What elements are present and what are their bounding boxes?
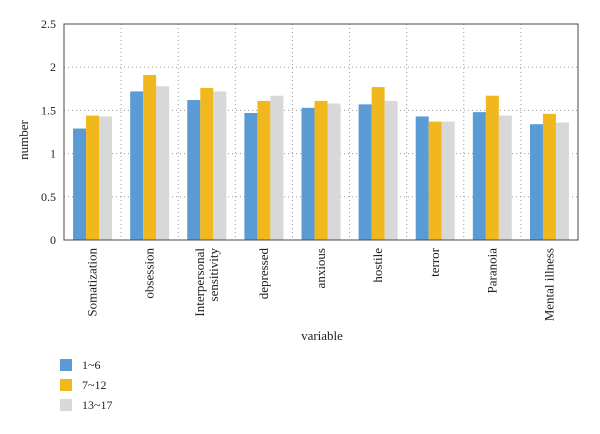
bar bbox=[441, 121, 455, 240]
y-tick-label: 1 bbox=[50, 147, 56, 161]
bar bbox=[143, 74, 157, 240]
bar bbox=[156, 86, 170, 240]
bar bbox=[200, 87, 214, 240]
y-axis-label: number bbox=[16, 119, 31, 159]
bar bbox=[384, 100, 398, 240]
legend-label: 1~6 bbox=[82, 357, 101, 372]
x-tick-label: Somatization bbox=[85, 248, 100, 317]
axis-layer: 0 0.5 1 1.5 2 2.5 Somatization obsession Interpe… bbox=[41, 17, 579, 321]
x-tick-label: anxious bbox=[313, 248, 328, 288]
x-tick-label: terror bbox=[427, 247, 442, 277]
x-tick-label: obsession bbox=[142, 248, 157, 299]
bar bbox=[270, 95, 284, 240]
x-tick-label: Paranoia bbox=[484, 248, 499, 294]
legend-swatch bbox=[60, 359, 72, 371]
legend-item: 1~6 bbox=[60, 355, 113, 375]
bar bbox=[529, 124, 543, 240]
bar bbox=[130, 91, 144, 240]
x-tick-label: Interpersonal bbox=[192, 248, 207, 317]
bar bbox=[244, 112, 258, 240]
x-tick-label: Mental illness bbox=[541, 248, 556, 321]
legend-label: 13~17 bbox=[82, 397, 113, 412]
chart-legend: 1~6 7~12 13~17 bbox=[60, 355, 113, 415]
legend-swatch bbox=[60, 379, 72, 391]
bar bbox=[187, 100, 201, 240]
bar bbox=[86, 115, 100, 240]
bar bbox=[314, 100, 328, 240]
bar bbox=[73, 128, 87, 240]
plot-frame bbox=[63, 23, 579, 241]
bar bbox=[555, 122, 569, 240]
bar bbox=[498, 115, 512, 240]
x-tick-label: sensitivity bbox=[206, 248, 221, 302]
x-tick-label: depressed bbox=[256, 248, 271, 300]
y-tick-label: 2.5 bbox=[41, 17, 56, 31]
bar bbox=[257, 100, 271, 240]
bar bbox=[485, 95, 499, 240]
bar bbox=[327, 103, 341, 240]
bar bbox=[472, 112, 486, 240]
y-tick-label: 2 bbox=[50, 60, 56, 74]
bar bbox=[542, 113, 556, 240]
y-tick-label: 0.5 bbox=[41, 190, 56, 204]
legend-item: 7~12 bbox=[60, 375, 113, 395]
legend-label: 7~12 bbox=[82, 377, 107, 392]
bar bbox=[371, 87, 385, 241]
y-tick-label: 1.5 bbox=[41, 103, 56, 117]
x-axis-label: variable bbox=[301, 328, 343, 343]
legend-swatch bbox=[60, 399, 72, 411]
bar-layer bbox=[73, 74, 569, 241]
x-tick-label: hostile bbox=[370, 248, 385, 283]
bar bbox=[358, 104, 372, 241]
legend-item: 13~17 bbox=[60, 395, 113, 415]
bar bbox=[428, 121, 442, 240]
y-tick-label: 0 bbox=[50, 233, 56, 247]
bar bbox=[301, 107, 315, 240]
bar bbox=[415, 116, 429, 240]
bar bbox=[99, 116, 113, 240]
bar bbox=[213, 91, 227, 240]
